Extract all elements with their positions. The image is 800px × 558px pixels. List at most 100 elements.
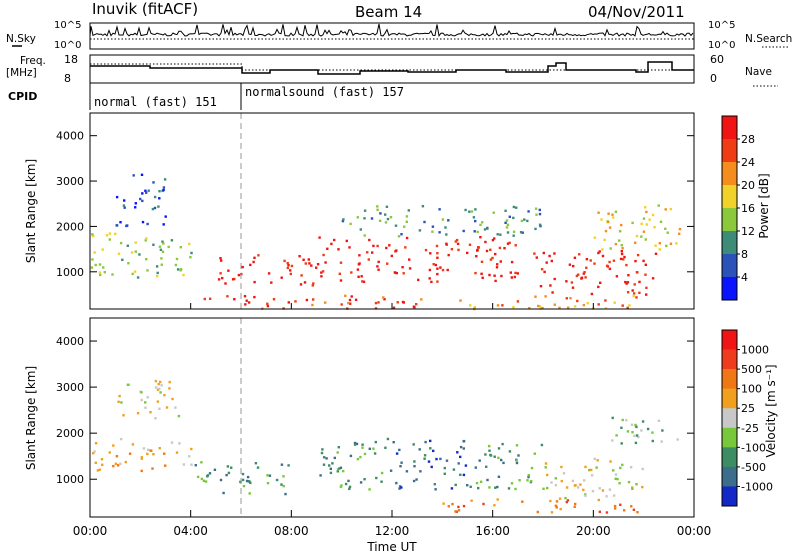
- echo-point: [168, 380, 171, 384]
- echo-point: [492, 211, 495, 214]
- echo-point: [447, 505, 450, 508]
- echo-point: [344, 482, 348, 486]
- echo-point: [613, 301, 616, 304]
- echo-point: [266, 474, 269, 477]
- echo-point: [456, 451, 459, 454]
- echo-point: [424, 248, 428, 252]
- velocity-colorbar-tick-label: 100: [741, 383, 762, 396]
- echo-point: [598, 250, 601, 253]
- echo-point: [339, 466, 343, 469]
- power-colorbar-tick-label: 16: [741, 202, 755, 215]
- echo-point: [493, 237, 496, 240]
- echo-point: [298, 255, 301, 258]
- echo-point: [384, 221, 388, 224]
- echo-point: [584, 494, 587, 497]
- nsky-tick-bottom: 10^0: [54, 40, 81, 51]
- echo-point: [544, 295, 547, 298]
- echo-point: [145, 237, 148, 240]
- echo-point: [353, 441, 357, 445]
- echo-point: [119, 462, 122, 465]
- echo-point: [190, 447, 193, 451]
- echo-point: [159, 248, 163, 251]
- echo-point: [651, 213, 655, 217]
- x-tick-label: 16:00: [475, 524, 510, 538]
- echo-point: [338, 272, 341, 275]
- echo-point: [111, 273, 114, 276]
- echo-point: [565, 500, 568, 504]
- echo-point: [578, 253, 581, 256]
- echo-point: [333, 456, 336, 460]
- echo-point: [441, 218, 445, 221]
- echo-point: [459, 445, 463, 449]
- echo-point: [494, 486, 497, 489]
- echo-point: [553, 303, 556, 306]
- echo-point: [247, 301, 251, 304]
- echo-point: [645, 286, 648, 289]
- echo-point: [488, 444, 491, 448]
- echo-point: [226, 295, 229, 298]
- echo-point: [612, 259, 616, 262]
- echo-point: [658, 248, 661, 251]
- echo-point: [338, 467, 341, 470]
- echo-point: [253, 295, 256, 299]
- echo-point: [114, 462, 118, 465]
- echo-point: [501, 304, 504, 307]
- echo-point: [485, 465, 488, 468]
- echo-point: [442, 502, 445, 505]
- echo-point: [219, 257, 222, 260]
- echo-point: [349, 222, 352, 226]
- echo-point: [124, 460, 127, 464]
- x-tick-label: 04:00: [173, 524, 208, 538]
- station-title: Inuvik (fitACF): [92, 0, 198, 18]
- echo-point: [108, 451, 111, 454]
- echo-point: [395, 481, 398, 485]
- echo-point: [482, 502, 485, 506]
- echo-point: [476, 248, 479, 252]
- echo-point: [520, 219, 524, 223]
- echo-point: [474, 466, 477, 469]
- echo-point: [470, 210, 474, 213]
- echo-point: [421, 205, 425, 208]
- echo-point: [574, 484, 577, 487]
- echo-point: [604, 307, 608, 310]
- echo-point: [131, 272, 134, 276]
- echo-point: [91, 258, 94, 261]
- nsky-tick-top: 10^5: [54, 20, 81, 31]
- echo-point: [585, 258, 589, 261]
- echo-point: [512, 230, 516, 233]
- echo-point: [605, 495, 608, 498]
- echo-point: [506, 242, 510, 245]
- echo-point: [427, 460, 431, 463]
- echo-point: [344, 294, 347, 297]
- velocity-colorbar-tick-label: -500: [741, 461, 766, 474]
- echo-point: [620, 223, 623, 227]
- echo-point: [392, 306, 396, 309]
- echo-point: [514, 244, 517, 247]
- echo-point: [488, 273, 491, 277]
- echo-point: [312, 282, 315, 285]
- echo-point: [516, 272, 519, 275]
- echo-point: [597, 498, 600, 502]
- echo-point: [300, 274, 303, 277]
- velocity-colorbar-tick-label: 1000: [741, 344, 769, 357]
- power-colorbar-tick-label: 8: [741, 248, 748, 261]
- echo-point: [418, 229, 422, 232]
- echo-point: [93, 251, 96, 254]
- echo-point: [316, 263, 320, 266]
- echo-point: [356, 457, 360, 461]
- echo-point: [92, 234, 95, 238]
- echo-point: [508, 450, 512, 453]
- echo-point: [227, 471, 231, 475]
- echo-point: [311, 303, 314, 307]
- echo-point: [435, 457, 438, 461]
- echo-point: [577, 273, 580, 276]
- echo-point: [622, 258, 625, 261]
- echo-point: [380, 471, 384, 475]
- echo-point: [127, 262, 130, 265]
- freq-tick-bottom: 8: [64, 72, 71, 85]
- echo-point: [601, 489, 605, 492]
- echo-point: [505, 226, 509, 229]
- velocity-colorbar-swatch: [722, 408, 737, 429]
- echo-point: [593, 262, 596, 265]
- echo-point: [398, 487, 401, 490]
